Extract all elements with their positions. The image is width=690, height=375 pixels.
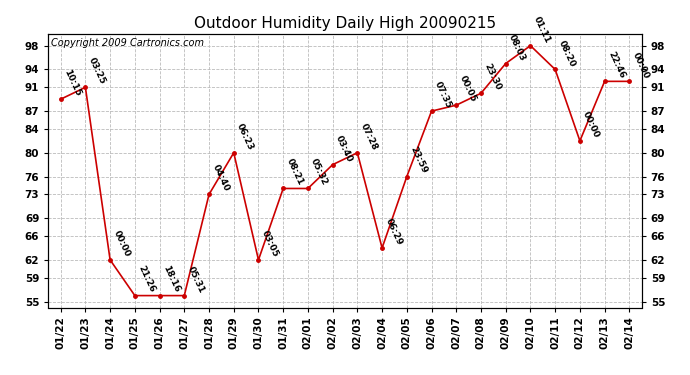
Text: 03:25: 03:25 (87, 56, 107, 86)
Text: 03:05: 03:05 (260, 229, 280, 258)
Title: Outdoor Humidity Daily High 20090215: Outdoor Humidity Daily High 20090215 (194, 16, 496, 31)
Text: 04:40: 04:40 (210, 163, 230, 193)
Text: 10:15: 10:15 (62, 68, 82, 98)
Text: 06:23: 06:23 (235, 122, 255, 152)
Text: 00:05: 00:05 (457, 74, 477, 104)
Text: 07:35: 07:35 (433, 80, 453, 110)
Text: 18:16: 18:16 (161, 264, 181, 294)
Text: 23:59: 23:59 (408, 146, 428, 175)
Text: 01:11: 01:11 (532, 15, 552, 44)
Text: 07:28: 07:28 (359, 122, 379, 152)
Text: 06:29: 06:29 (384, 217, 404, 247)
Text: 00:00: 00:00 (112, 229, 132, 258)
Text: 23:30: 23:30 (482, 62, 502, 92)
Text: 08:21: 08:21 (284, 158, 305, 187)
Text: 03:40: 03:40 (334, 134, 354, 163)
Text: 08:03: 08:03 (507, 33, 527, 62)
Text: 05:31: 05:31 (186, 265, 206, 294)
Text: 00:00: 00:00 (631, 51, 651, 80)
Text: 21:26: 21:26 (136, 264, 157, 294)
Text: 22:46: 22:46 (606, 50, 627, 80)
Text: 08:20: 08:20 (557, 39, 577, 68)
Text: 05:32: 05:32 (309, 158, 330, 187)
Text: Copyright 2009 Cartronics.com: Copyright 2009 Cartronics.com (51, 38, 204, 48)
Text: 00:00: 00:00 (581, 110, 601, 140)
